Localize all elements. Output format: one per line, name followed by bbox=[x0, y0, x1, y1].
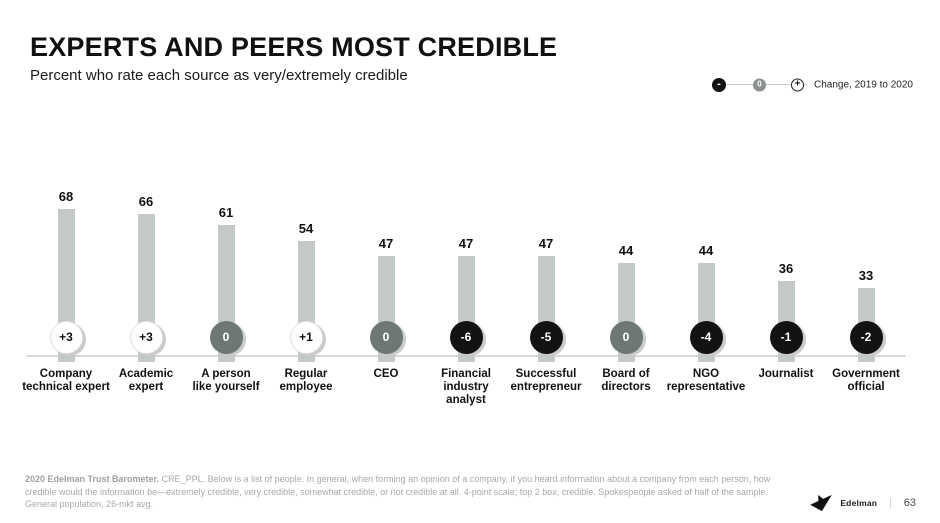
legend-label: Change, 2019 to 2020 bbox=[814, 79, 913, 90]
change-badge: +3 bbox=[129, 320, 163, 354]
bar-chart: 68 +3 Company technical expert 66 +3 Academic… bbox=[22, 189, 906, 420]
bar-value-label: 47 bbox=[378, 236, 394, 252]
chart-column: 54 +1 Regular employee bbox=[266, 190, 346, 420]
footnote-source: 2020 Edelman Trust Barometer. bbox=[25, 474, 160, 484]
change-badge: +3 bbox=[49, 320, 83, 354]
legend-negative-circle: - bbox=[712, 77, 726, 92]
change-badge: -1 bbox=[769, 320, 803, 354]
bar-value-label: 54 bbox=[298, 220, 314, 236]
bar-value-label: 36 bbox=[778, 261, 794, 276]
chart-column: 33 -2 Government official bbox=[826, 190, 906, 420]
brand-bar: Edelman | 63 bbox=[810, 494, 916, 512]
bar-value-label: 61 bbox=[218, 204, 234, 220]
category-label: Regular employee bbox=[279, 368, 333, 393]
change-badge: 0 bbox=[609, 320, 643, 354]
bar-value-label: 44 bbox=[698, 243, 714, 258]
change-badge: -5 bbox=[529, 320, 563, 354]
edelman-logo-icon bbox=[810, 494, 833, 512]
category-label: Journalist bbox=[758, 368, 814, 380]
chart-column: 47 -5 Successful entrepreneur bbox=[506, 190, 586, 420]
change-badge: 0 bbox=[209, 320, 243, 354]
brand-name: Edelman bbox=[840, 498, 878, 508]
legend-zero-circle: 0 bbox=[753, 78, 766, 91]
chart-column: 44 0 Board of directors bbox=[586, 190, 666, 420]
change-badge: -2 bbox=[849, 320, 883, 354]
category-label: A person like yourself bbox=[192, 368, 260, 393]
chart-column: 47 -6 Financial industry analyst bbox=[426, 190, 506, 420]
change-badge: 0 bbox=[369, 320, 403, 354]
chart-column: 36 -1 Journalist bbox=[746, 190, 826, 420]
page-subtitle: Percent who rate each source as very/ext… bbox=[30, 67, 408, 84]
minus-icon: - bbox=[717, 78, 721, 90]
category-label: Board of directors bbox=[601, 368, 651, 393]
category-label: Government official bbox=[832, 368, 900, 393]
category-label: Academic expert bbox=[118, 368, 174, 393]
chart-column: 61 0 A person like yourself bbox=[186, 190, 266, 420]
legend-positive-circle: + bbox=[791, 78, 804, 91]
category-label: NGO representative bbox=[666, 368, 746, 393]
category-label: Successful entrepreneur bbox=[510, 368, 582, 393]
change-badge: -6 bbox=[449, 320, 483, 354]
change-badge: +1 bbox=[289, 320, 323, 354]
plus-icon: + bbox=[794, 78, 801, 90]
category-label: CEO bbox=[373, 368, 399, 380]
page-title: EXPERTS AND PEERS MOST CREDIBLE bbox=[30, 32, 558, 62]
footnote-text: 2020 Edelman Trust Barometer. CRE_PPL. B… bbox=[25, 473, 905, 511]
category-label: Company technical expert bbox=[22, 368, 110, 393]
page-number: 63 bbox=[903, 497, 916, 509]
bar-value-label: 68 bbox=[58, 189, 74, 204]
chart-column: 68 +3 Company technical expert bbox=[22, 189, 110, 420]
zero-icon: 0 bbox=[757, 79, 762, 89]
footnote-body: CRE_PPL. Below is a list of people. In g… bbox=[25, 474, 771, 509]
bar-value-label: 47 bbox=[538, 236, 554, 252]
chart-column: 66 +3 Academic expert bbox=[106, 190, 186, 420]
bar-value-label: 44 bbox=[618, 243, 634, 258]
page-divider: | bbox=[889, 497, 892, 509]
change-legend: - 0 + Change, 2019 to 2020 bbox=[710, 76, 920, 93]
change-badge: -4 bbox=[689, 320, 723, 354]
bar-value-label: 47 bbox=[458, 236, 474, 252]
chart-column: 47 0 CEO bbox=[346, 190, 426, 420]
bar-value-label: 33 bbox=[858, 267, 874, 283]
bar-value-label: 66 bbox=[138, 193, 154, 209]
chart-column: 44 -4 NGO representative bbox=[666, 190, 746, 420]
category-label: Financial industry analyst bbox=[441, 368, 491, 406]
